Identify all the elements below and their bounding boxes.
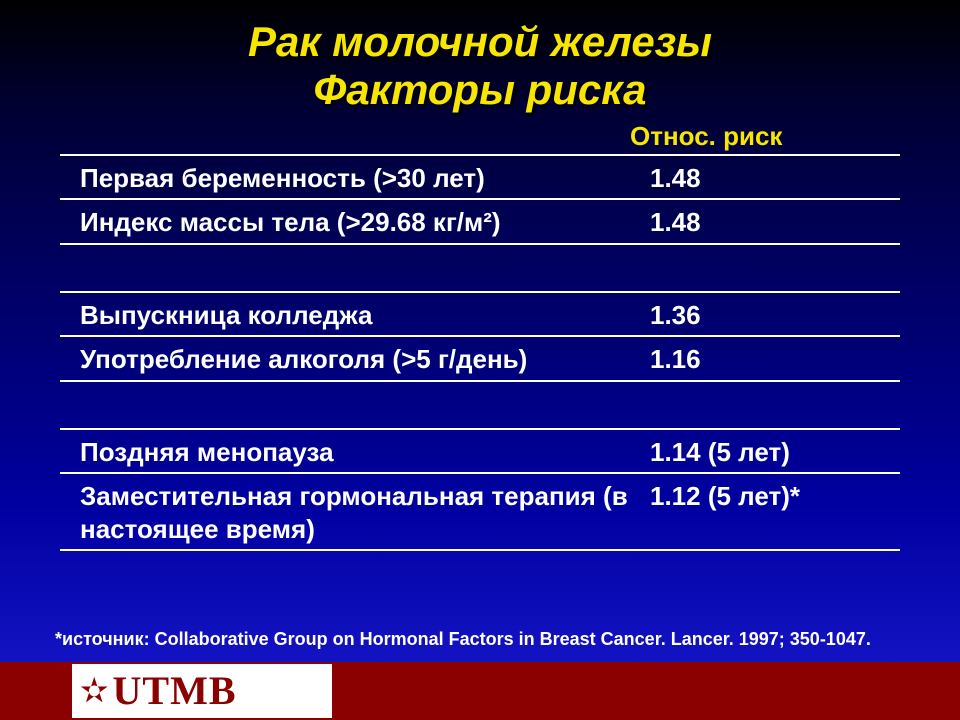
factor-cell: Заместительная гормональная терапия (в н… [60,480,640,545]
row-gap [60,382,900,430]
factor-cell: Индекс массы тела (>29.68 кг/м²) [60,206,640,239]
logo-text: UTMB [113,671,237,711]
slide: Рак молочной железы Факторы риска Относ.… [0,0,960,720]
title-line-1: Рак молочной железы [0,18,960,66]
table-row: Первая беременность (>30 лет) 1.48 [60,156,900,201]
table-row: Заместительная гормональная терапия (в н… [60,474,900,551]
footer-right-block [332,662,960,720]
header-risk: Относ. риск [620,121,900,152]
footnote: *источник: Collaborative Group on Hormon… [55,629,900,650]
header-factor [60,121,620,152]
risk-cell: 1.14 (5 лет) [640,436,900,469]
footer-left-block [0,662,72,720]
risk-cell: 1.16 [640,343,900,376]
logo-block: ✫ UTMB [72,662,332,720]
factor-cell: Первая беременность (>30 лет) [60,162,640,195]
table-header: Относ. риск [60,121,900,156]
table-row: Употребление алкоголя (>5 г/день) 1.16 [60,337,900,382]
factor-cell: Употребление алкоголя (>5 г/день) [60,343,640,376]
factor-cell: Поздняя менопауза [60,436,640,469]
table-row: Поздняя менопауза 1.14 (5 лет) [60,430,900,475]
table-row: Выпускница колледжа 1.36 [60,293,900,338]
title-block: Рак молочной железы Факторы риска [0,0,960,115]
factor-cell: Выпускница колледжа [60,299,640,332]
table-body: Первая беременность (>30 лет) 1.48 Индек… [60,156,900,552]
title-line-2: Факторы риска [0,66,960,114]
risk-cell: 1.48 [640,162,900,195]
row-gap [60,245,900,293]
risk-cell: 1.36 [640,299,900,332]
risk-cell: 1.48 [640,206,900,239]
footer-bar: ✫ UTMB [0,662,960,720]
star-icon: ✫ [80,674,109,708]
risk-cell: 1.12 (5 лет)* [640,480,900,513]
table-row: Индекс массы тела (>29.68 кг/м²) 1.48 [60,200,900,245]
